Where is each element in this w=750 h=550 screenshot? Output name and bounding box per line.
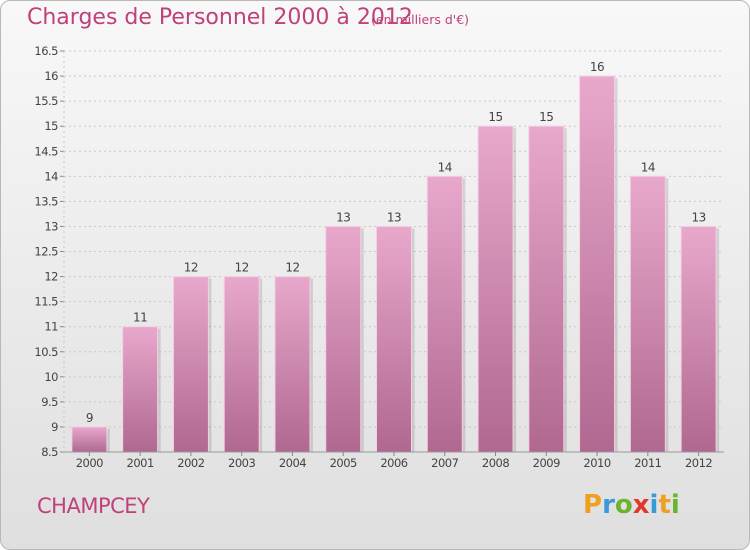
logo-letter: o	[614, 490, 633, 520]
value-label: 14	[438, 160, 452, 174]
y-tick-label: 13	[44, 219, 58, 233]
x-tick-label: 2000	[76, 456, 103, 470]
logo-letter: i	[670, 490, 680, 520]
x-tick-label: 2005	[330, 456, 357, 470]
x-tick-label: 2001	[127, 456, 154, 470]
logo-letter: i	[649, 490, 659, 520]
y-tick-label: 9.5	[41, 395, 58, 409]
bar-2009[interactable]	[528, 125, 565, 453]
value-label: 12	[235, 261, 249, 275]
y-tick-label: 12.5	[34, 245, 58, 259]
x-tick-label: 2012	[685, 456, 712, 470]
x-tick-label: 2003	[228, 456, 255, 470]
commune-name: CHAMPCEY	[37, 494, 150, 518]
x-tick-label: 2002	[177, 456, 204, 470]
bars: 9 11 12 12 12 13 13 14 15 15 16 14 13	[71, 60, 720, 453]
logo-letter: x	[632, 490, 650, 520]
value-label: 13	[387, 210, 401, 224]
bar-2002[interactable]	[172, 276, 209, 453]
y-tick-label: 16.5	[34, 44, 58, 58]
value-label: 13	[691, 210, 705, 224]
x-tick-label: 2007	[431, 456, 458, 470]
y-tick-label: 11	[44, 320, 58, 334]
y-tick-label: 13.5	[34, 194, 58, 208]
bar-2004[interactable]	[274, 276, 311, 453]
value-label: 9	[86, 411, 93, 425]
y-tick-label: 12	[44, 270, 58, 284]
value-label: 16	[590, 60, 604, 74]
y-tick-label: 8.5	[41, 445, 58, 459]
y-tick-label: 15.5	[34, 94, 58, 108]
y-tick-label: 14	[44, 169, 58, 183]
value-label: 12	[285, 261, 299, 275]
bar-2008[interactable]	[477, 125, 514, 453]
x-tick-label: 2009	[533, 456, 560, 470]
bar-2006[interactable]	[376, 225, 412, 453]
x-tick-label: 2008	[482, 456, 509, 470]
x-tick-label: 2011	[634, 456, 661, 470]
x-tick-label: 2010	[583, 456, 610, 470]
y-tick-label: 10	[44, 370, 58, 384]
bar-2005[interactable]	[325, 225, 362, 453]
value-label: 14	[641, 160, 655, 174]
x-axis: 2000 2001 2002 2003 2004 2005 2006 2007 2008 2009…	[64, 451, 724, 470]
bar-2007[interactable]	[426, 175, 463, 453]
value-label: 15	[488, 110, 502, 124]
chart-title: Charges de Personnel 2000 à 2012	[27, 5, 413, 30]
x-tick-label: 2004	[279, 456, 306, 470]
x-tick-label: 2006	[380, 456, 407, 470]
chart-subtitle: (en milliers d'€)	[371, 12, 470, 27]
logo-letter: t	[658, 490, 671, 520]
y-axis: 8.5 9 9.5 10 10.5 11 11.5 12 12.5 13 13.5 14 14.5 15 1…	[34, 44, 65, 459]
bar-2012[interactable]	[680, 225, 717, 453]
bar-2000[interactable]	[71, 426, 108, 453]
y-tick-label: 10.5	[34, 345, 58, 359]
y-tick-label: 14.5	[34, 144, 58, 158]
y-tick-label: 9	[51, 420, 58, 434]
bar-2010[interactable]	[579, 75, 616, 453]
value-label: 11	[133, 311, 147, 325]
value-label: 13	[336, 210, 350, 224]
bar-2001[interactable]	[122, 326, 159, 453]
logo-letter: r	[602, 490, 615, 520]
bar-2003[interactable]	[223, 276, 260, 453]
y-tick-label: 16	[44, 69, 58, 83]
value-label: 12	[184, 261, 198, 275]
bar-2011[interactable]	[629, 175, 666, 453]
proxiti-logo[interactable]: Proxiti	[583, 490, 680, 520]
y-tick-label: 11.5	[34, 295, 58, 309]
y-tick-label: 15	[44, 119, 58, 133]
value-label: 15	[539, 110, 553, 124]
logo-letter: P	[583, 490, 603, 520]
